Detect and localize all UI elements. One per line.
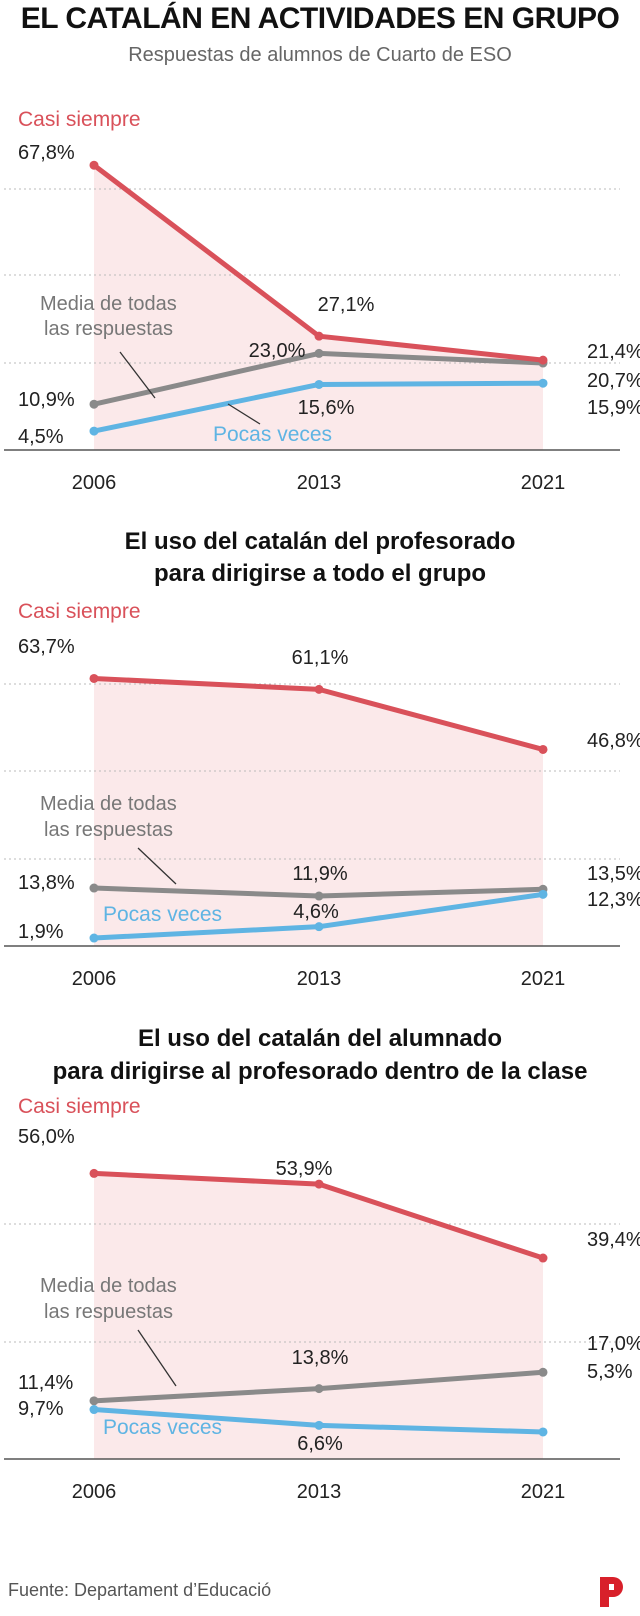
chart-2-x-tick-2013: 2013 [297,968,342,990]
main-title: EL CATALÁN EN ACTIVIDADES EN GRUPO [20,2,620,35]
chart-3-title-line-2: para dirigirse al profesorado dentro de … [53,1058,588,1085]
chart-2-pocas-label-2013: 4,6% [293,901,339,923]
chart-2-media-name-line-1: Media de todas [40,793,177,815]
chart-1-pocas-label-2021: 15,9% [587,397,640,419]
chart-3-media-leader-line [137,1329,177,1387]
chart-3-pocas-point-2013 [314,1420,324,1430]
chart-1-media-leader-line [119,351,156,399]
chart-1-casi-point-2006 [89,160,99,170]
chart-1-pocas-point-2013 [314,379,324,389]
chart-1-media-label-2013: 23,0% [249,340,306,362]
chart-3-media-name-line-1: Media de todas [40,1275,177,1297]
chart-2-media-point-2013 [314,891,324,901]
chart-1-pocas-label-2006: 4,5% [18,426,64,448]
source-note: Fuente: Departament d’Educació [8,1580,272,1600]
chart-2-title-line-2: para dirigirse a todo el grupo [154,560,486,587]
chart-2-media-label-2006: 13,8% [18,872,75,894]
chart-2-casi-point-2006 [89,673,99,683]
chart-1-casi-label-2013: 27,1% [318,294,375,316]
chart-1-x-tick-2006: 2006 [72,472,117,494]
chart-2-casi-label-2013: 61,1% [292,647,349,669]
chart-3-pocas-label-2013: 6,6% [297,1433,343,1455]
chart-1-casi-label-2006: 67,8% [18,142,75,164]
chart-3-pocas-label-2006: 9,7% [18,1398,64,1420]
chart-1-media-name-line-1: Media de todas [40,293,177,315]
chart-3-x-tick-2006: 2006 [72,1481,117,1503]
chart-1-pocas-point-2021 [538,378,548,388]
chart-1-casi-point-2021 [538,355,548,365]
chart-2-media-point-2006 [89,883,99,893]
chart-2-casi-label-2006: 63,7% [18,636,75,658]
publisher-logo [598,1575,626,1614]
chart-3-casi-point-2013 [314,1179,324,1189]
chart-1-casi-name: Casi siempre [18,108,141,131]
chart-2-media-label-2021: 13,5% [587,863,640,885]
chart-3-x-tick-2021: 2021 [521,1481,566,1503]
chart-2-casi-label-2021: 46,8% [587,730,640,752]
chart-2-pocas-point-2006 [89,933,99,943]
chart-3-casi-point-2006 [89,1168,99,1178]
chart-1-media-label-2021: 20,7% [587,370,640,392]
chart-1-x-tick-2021: 2021 [521,472,566,494]
chart-3-media-point-2006 [89,1396,99,1406]
chart-2-pocas-label-2021: 12,3% [587,889,640,911]
chart-1-media-label-2006: 10,9% [18,389,75,411]
chart-2-casi-point-2021 [538,744,548,754]
chart-3-x-tick-2013: 2013 [297,1481,342,1503]
chart-1-pocas-point-2006 [89,426,99,436]
chart-1-media-point-2013 [314,348,324,358]
chart-2-x-tick-2021: 2021 [521,968,566,990]
chart-3-title-line-1: El uso del catalán del alumnado [138,1025,502,1052]
chart-2-media-leader-line [137,847,177,885]
chart-2-title-line-1: El uso del catalán del profesorado [125,528,516,555]
chart-2-casi-name: Casi siempre [18,600,141,623]
chart-3-media-label-2013: 13,8% [292,1347,349,1369]
chart-1-pocas-name: Pocas veces [213,423,332,446]
chart-2-media-label-2013: 11,9% [292,863,347,885]
chart-1-casi-label-2021: 21,4% [587,341,640,363]
chart-2-media-name-line-2: las respuestas [44,819,173,841]
chart-2-casi-area [94,678,543,946]
chart-3-media-point-2013 [314,1384,324,1394]
chart-1-media-point-2006 [89,399,99,409]
chart-1-pocas-label-2013: 15,6% [298,397,355,419]
chart-3-pocas-point-2006 [89,1405,99,1415]
chart-3-media-label-2021: 17,0% [587,1333,640,1355]
chart-3-pocas-label-2021: 5,3% [587,1361,633,1383]
chart-1-casi-point-2013 [314,331,324,341]
chart-3-casi-label-2006: 56,0% [18,1126,75,1148]
chart-2-pocas-point-2013 [314,922,324,932]
chart-3-media-point-2021 [538,1367,548,1377]
subtitle: Respuestas de alumnos de Cuarto de ESO [128,44,512,66]
chart-1-pocas-leader-line [227,403,261,425]
chart-3-casi-label-2013: 53,9% [276,1158,333,1180]
chart-3-casi-name: Casi siempre [18,1095,141,1118]
chart-2-casi-point-2013 [314,684,324,694]
chart-3-pocas-point-2021 [538,1427,548,1437]
chart-2-pocas-point-2021 [538,889,548,899]
chart-3-casi-point-2021 [538,1253,548,1263]
chart-3-casi-area [94,1173,543,1459]
chart-3-media-name-line-2: las respuestas [44,1301,173,1323]
chart-2-pocas-label-2006: 1,9% [18,921,64,943]
chart-3-media-label-2006: 11,4% [18,1372,73,1394]
chart-1-media-name-line-2: las respuestas [44,318,173,340]
chart-3-pocas-name: Pocas veces [103,1416,222,1439]
chart-2-pocas-name: Pocas veces [103,903,222,926]
chart-2-x-tick-2006: 2006 [72,968,117,990]
chart-1-x-tick-2013: 2013 [297,472,342,494]
chart-3-casi-label-2021: 39,4% [587,1229,640,1251]
